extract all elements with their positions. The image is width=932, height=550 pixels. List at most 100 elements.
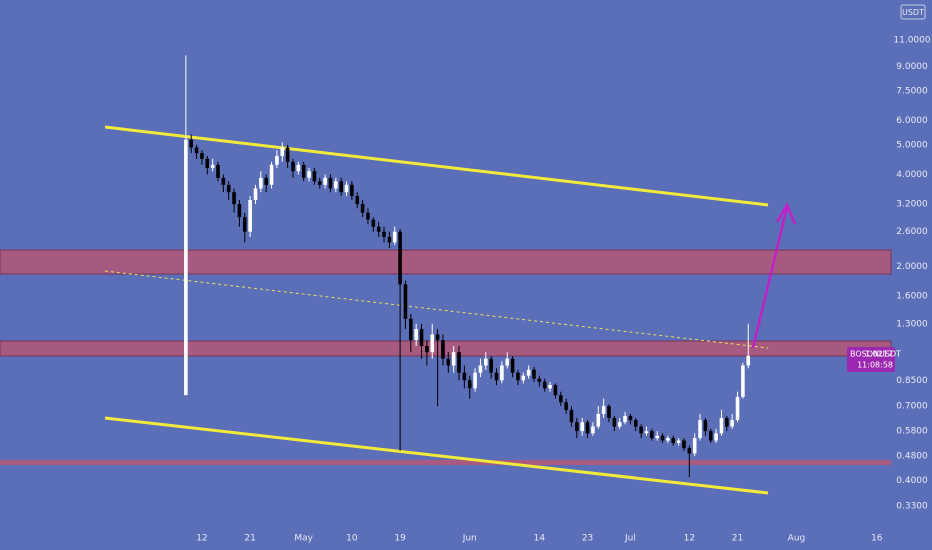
candles xyxy=(184,55,751,478)
candle-body xyxy=(644,431,649,434)
candle-body xyxy=(580,422,585,432)
y-tick-label: 0.3300 xyxy=(896,501,928,511)
candle-body xyxy=(451,352,456,366)
x-tick-label: 14 xyxy=(534,534,546,544)
candle-body xyxy=(291,161,295,172)
candle-body xyxy=(237,204,242,218)
candle-body xyxy=(591,426,595,434)
candle-body xyxy=(687,448,692,454)
candle-body xyxy=(548,385,552,389)
candle-body xyxy=(312,171,317,182)
candle-body xyxy=(714,433,718,441)
candle-body xyxy=(425,346,429,353)
candle-body xyxy=(275,155,279,165)
candle-body xyxy=(735,396,740,421)
y-tick-label: 4.0000 xyxy=(896,170,928,180)
candle-body xyxy=(537,378,542,382)
x-tick-label: 21 xyxy=(732,534,743,544)
y-tick-label: 9.0000 xyxy=(896,62,928,72)
candle-body xyxy=(650,431,654,439)
candle-body xyxy=(414,329,418,341)
candle-body xyxy=(392,231,397,243)
y-tick-label: 7.5000 xyxy=(896,86,928,96)
candle-body xyxy=(628,415,633,421)
y-tick-label: 1.3000 xyxy=(896,319,928,329)
candle-body xyxy=(746,355,751,366)
x-tick-label: 21 xyxy=(244,534,255,544)
candle-body xyxy=(596,413,601,427)
candle-body xyxy=(307,171,311,178)
candle-body xyxy=(741,365,745,397)
candle-body xyxy=(682,440,686,449)
candle-body xyxy=(398,231,402,285)
candle-body xyxy=(500,365,504,381)
y-tick-label: 5.0000 xyxy=(896,140,928,150)
candle-body xyxy=(655,435,659,439)
y-tick-label: 0.7000 xyxy=(896,402,928,412)
candle-body xyxy=(708,431,713,441)
price-label xyxy=(847,347,895,372)
candle-body xyxy=(371,219,376,227)
candle-body xyxy=(553,385,558,396)
last-price: 1.0217 xyxy=(865,350,893,359)
candle-body xyxy=(457,352,461,373)
candle-body xyxy=(366,212,370,220)
candle-body xyxy=(360,204,365,213)
y-tick-label: 6.0000 xyxy=(896,116,928,126)
x-tick-label: Aug xyxy=(788,534,806,544)
candle-body xyxy=(725,417,729,427)
y-tick-label: 0.4000 xyxy=(896,476,928,486)
candle-body xyxy=(660,435,665,441)
y-tick-label: 2.0000 xyxy=(896,262,928,272)
candle-body xyxy=(194,147,199,154)
candle-body xyxy=(478,365,483,373)
candle-body xyxy=(532,369,536,379)
candle-body xyxy=(607,406,611,418)
y-tick-label: 1.6000 xyxy=(896,292,928,302)
countdown: 11:08:58 xyxy=(857,361,893,370)
candle-body xyxy=(264,177,268,185)
candle-body xyxy=(703,420,708,432)
currency: USDT xyxy=(902,8,924,17)
candle-body xyxy=(435,334,440,341)
candle-body xyxy=(730,420,734,427)
candle-body xyxy=(510,358,515,373)
candle-body xyxy=(216,164,220,178)
candle-body xyxy=(483,358,488,366)
channel-upper xyxy=(104,125,769,207)
candle-body xyxy=(301,164,306,178)
candle-body xyxy=(232,192,236,205)
candle-body xyxy=(489,358,493,373)
candle-body xyxy=(671,438,676,444)
y-tick-label: 3.2000 xyxy=(896,200,928,210)
candle-body xyxy=(382,231,386,237)
symbol: BOSONUSDT xyxy=(850,350,901,359)
candle-body xyxy=(200,153,204,159)
candle-body xyxy=(698,420,702,439)
candle-body xyxy=(542,381,547,389)
candle-body xyxy=(692,438,697,454)
candle-body xyxy=(462,372,467,381)
arrow-head xyxy=(775,202,797,225)
candle-body xyxy=(376,226,381,232)
candle-body xyxy=(585,422,590,434)
candle-body xyxy=(623,415,627,423)
projection-arrow xyxy=(751,206,789,349)
candle-body xyxy=(226,184,231,193)
candle-body xyxy=(494,372,499,381)
x-tick-label: May xyxy=(294,534,313,544)
candle-body xyxy=(666,438,670,441)
y-tick-label: 0.4800 xyxy=(896,452,928,462)
candle-body xyxy=(323,177,327,185)
candle-body xyxy=(505,358,510,366)
candle-body xyxy=(639,426,643,434)
candle-body xyxy=(521,375,526,381)
candle-body xyxy=(430,334,435,353)
candle-body xyxy=(633,420,638,427)
candle-body xyxy=(467,380,472,389)
candle-body xyxy=(205,158,210,168)
candle-body xyxy=(441,340,445,359)
candle-body xyxy=(350,184,354,197)
candle-body xyxy=(575,422,579,432)
y-tick-label: 0.5800 xyxy=(896,427,928,437)
